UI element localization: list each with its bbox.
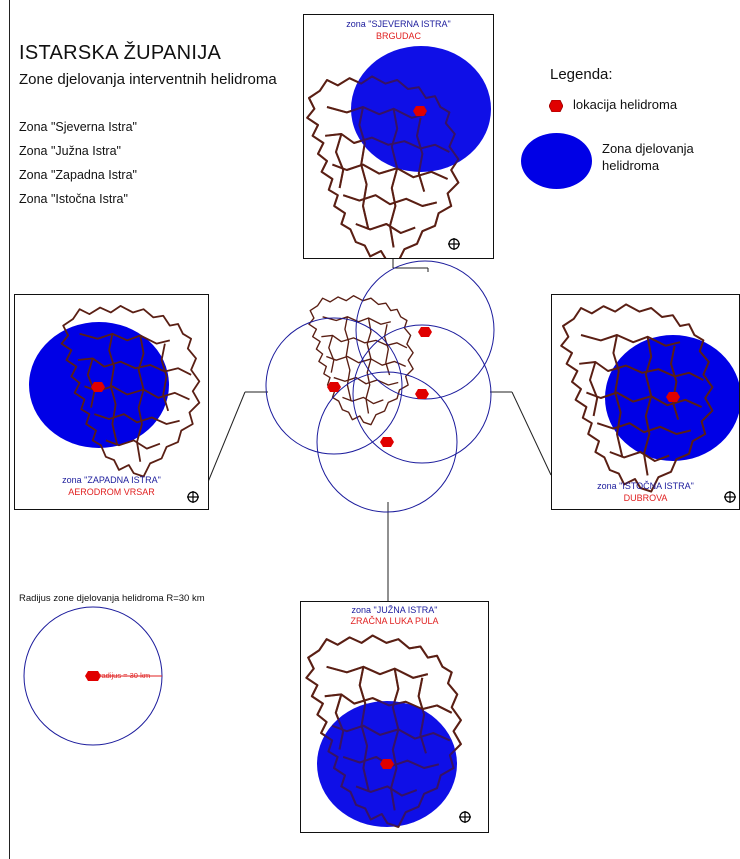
overview-helipad-east: [415, 389, 429, 399]
west-panel-zone-label: zona "ZAPADNA ISTRA": [62, 475, 161, 485]
legend-title: Legenda:: [550, 66, 613, 83]
page-frame-line: [9, 0, 10, 859]
north-arrow-icon: [724, 491, 736, 503]
south-panel-zone-label: zona "JUŽNA ISTRA": [351, 605, 438, 615]
west-helipad-marker: [91, 382, 105, 392]
south-panel-helipad-name: ZRAČNA LUKA PULA: [350, 616, 439, 626]
west-panel-helipad-name: AERODROM VRSAR: [68, 487, 155, 497]
south-panel-map: [305, 634, 462, 828]
north-helipad-marker: [413, 106, 427, 116]
zone-list-item: Zona "Južna Istra": [19, 144, 121, 158]
overview-helipad-west: [327, 382, 341, 392]
east-panel-map: [560, 303, 739, 493]
overview-zone-east: [352, 324, 492, 464]
zone-panel-east: zona "ISTOČNA ISTRA" DUBROVA: [551, 294, 740, 510]
north-arrow-icon: [448, 238, 460, 250]
overview-helipad-south: [380, 437, 394, 447]
helipad-legend-icon: [549, 100, 563, 112]
east-panel-helipad-name: DUBROVA: [623, 493, 668, 503]
overview-zone-west: [265, 317, 403, 455]
west-panel-map: [29, 305, 201, 478]
overview-zone-south: [316, 371, 458, 513]
north-arrow-icon: [187, 491, 199, 503]
zone-list: Zona "Sjeverna Istra" Zona "Južna Istra"…: [19, 120, 137, 216]
radius-note-title: Radijus zone djelovanja helidroma R=30 k…: [19, 593, 205, 604]
overview-helipad-north: [418, 327, 432, 337]
zone-list-item: Zona "Sjeverna Istra": [19, 120, 137, 134]
zone-panel-south: zona "JUŽNA ISTRA" ZRAČNA LUKA PULA: [300, 601, 489, 833]
zone-legend-label: Zona djelovanja helidroma: [602, 141, 694, 173]
north-panel-helipad-name: BRGUDAC: [375, 31, 421, 41]
helipad-legend-label: lokacija helidroma: [573, 97, 678, 112]
zone-panel-north: zona "SJEVERNA ISTRA" BRGUDAC: [303, 14, 494, 259]
zone-panel-west: zona "ZAPADNA ISTRA" AERODROM VRSAR: [14, 294, 209, 510]
south-helipad-marker: [380, 759, 394, 769]
zone-list-item: Zona "Zapadna Istra": [19, 168, 137, 182]
north-arrow-icon: [459, 811, 471, 823]
zone-legend-icon: [521, 133, 592, 189]
east-panel-zone-label: zona "ISTOČNA ISTRA": [597, 481, 694, 491]
radius-helipad-marker: [85, 671, 101, 681]
radius-label: radijus = 30 km: [99, 671, 151, 680]
north-panel-zone-label: zona "SJEVERNA ISTRA": [346, 19, 451, 29]
east-helipad-marker: [666, 392, 680, 402]
map-subtitle: Zone djelovanja interventnih helidroma: [19, 71, 277, 88]
map-title: ISTARSKA ŽUPANIJA: [19, 42, 222, 64]
north-panel-map: [306, 46, 491, 258]
zone-list-item: Zona "Istočna Istra": [19, 192, 128, 206]
